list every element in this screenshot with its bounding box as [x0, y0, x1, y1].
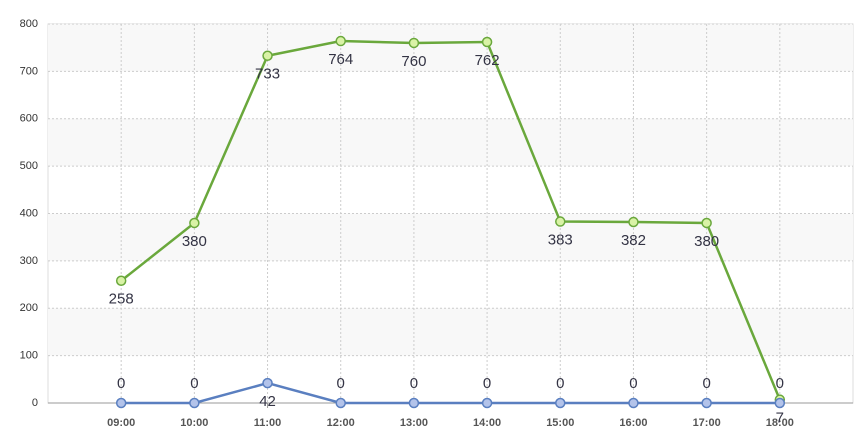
y-tick-label: 200 — [20, 302, 38, 314]
x-tick-label: 17:00 — [693, 417, 721, 429]
x-tick-label: 15:00 — [546, 417, 574, 429]
x-tick-label: 11:00 — [254, 417, 282, 429]
x-tick-label: 12:00 — [327, 417, 355, 429]
series-line — [121, 381, 780, 405]
point — [701, 397, 712, 409]
point — [774, 397, 786, 409]
value-label: 258 — [109, 291, 134, 308]
value-label: 0 — [117, 375, 125, 392]
grid-band — [48, 213, 853, 261]
value-label: 0 — [776, 375, 784, 392]
point — [701, 217, 712, 229]
series-line — [120, 39, 781, 401]
y-tick-label: 100 — [20, 350, 38, 362]
x-tick-label: 13:00 — [400, 417, 428, 429]
value-label: 0 — [410, 375, 418, 392]
value-label: 733 — [255, 66, 280, 83]
value-label: 764 — [328, 51, 353, 68]
value-label: 0 — [702, 375, 710, 392]
y-tick-label: 500 — [20, 160, 38, 172]
point — [189, 217, 200, 229]
y-tick-label: 400 — [20, 207, 38, 219]
value-label: 383 — [548, 232, 573, 249]
point — [628, 397, 639, 409]
point — [555, 216, 566, 227]
y-tick-label: 600 — [20, 113, 38, 125]
point — [408, 397, 420, 409]
value-label: 42 — [259, 393, 276, 410]
value-label: 382 — [621, 232, 646, 249]
y-tick-label: 700 — [20, 65, 38, 77]
grid-band — [48, 308, 853, 356]
x-tick-label: 14:00 — [473, 417, 501, 429]
value-label: 0 — [483, 375, 491, 392]
point — [555, 397, 566, 409]
grid-band — [48, 118, 853, 167]
x-tick-label: 10:00 — [180, 417, 208, 429]
value-label: 0 — [337, 375, 345, 392]
point — [335, 397, 346, 409]
value-label: 762 — [475, 52, 500, 69]
y-tick-label: 0 — [32, 397, 38, 409]
value-label: 7 — [776, 410, 784, 427]
value-label: 0 — [556, 375, 564, 392]
point — [335, 35, 346, 47]
point — [262, 50, 273, 61]
value-label: 0 — [190, 375, 198, 392]
point — [481, 36, 493, 48]
y-tick-label: 800 — [20, 18, 38, 30]
value-label: 0 — [629, 375, 637, 392]
grid-band — [48, 24, 853, 72]
value-label: 380 — [182, 233, 207, 250]
value-label: 380 — [694, 233, 719, 250]
y-tick-label: 300 — [20, 255, 38, 267]
point — [481, 397, 493, 409]
value-label: 760 — [401, 53, 426, 70]
point — [189, 397, 200, 409]
point — [408, 37, 420, 49]
point — [628, 216, 639, 228]
point — [115, 397, 127, 409]
point — [115, 275, 127, 287]
x-tick-label: 16:00 — [619, 417, 647, 429]
x-tick-label: 18:00 — [766, 417, 794, 429]
point — [262, 377, 273, 389]
x-tick-label: 09:00 — [107, 417, 135, 429]
